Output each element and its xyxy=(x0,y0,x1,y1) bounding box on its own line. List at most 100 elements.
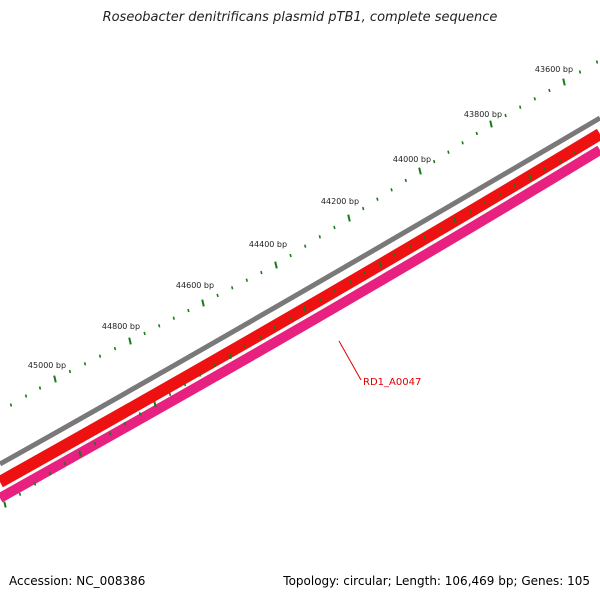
map-title: Roseobacter denitrificans plasmid pTB1, … xyxy=(102,10,498,25)
ruler-major-tick xyxy=(274,261,278,269)
inner-scale-tick xyxy=(198,373,202,377)
inner-scale-tick xyxy=(138,412,142,416)
ruler-minor-tick xyxy=(172,316,175,320)
ruler-minor-tick xyxy=(216,293,219,298)
inner-scale-tick xyxy=(483,201,487,205)
inner-scale-tick xyxy=(333,289,337,293)
ruler-major-tick xyxy=(53,375,57,383)
ruler-minor-tick xyxy=(158,324,161,328)
ruler-major-tick xyxy=(489,120,493,128)
ruler-minor-tick xyxy=(9,403,13,407)
inner-scale-tick xyxy=(168,392,172,397)
inner-scale-tick xyxy=(228,352,232,360)
genome-summary: Topology: circular; Length: 106,469 bp; … xyxy=(283,574,590,588)
ruler-minor-tick xyxy=(519,105,522,109)
inner-scale-tick xyxy=(363,271,367,275)
inner-scale-tick xyxy=(273,325,277,330)
ruler-minor-tick xyxy=(231,286,234,290)
inner-scale-tick xyxy=(573,150,577,155)
ruler-minor-tick xyxy=(38,386,42,390)
inner-scale-tick xyxy=(33,482,37,486)
inner-scale-tick xyxy=(63,461,67,466)
inner-scale-tick xyxy=(423,235,427,240)
inner-scale-tick xyxy=(543,167,547,171)
inner-scale-tick xyxy=(258,335,262,339)
inner-scale-tick xyxy=(453,216,457,224)
ruler-label: 44400 bp xyxy=(249,240,287,249)
ruler-minor-tick xyxy=(578,70,582,74)
inner-scale-tick xyxy=(78,450,82,457)
inner-scale-tick xyxy=(153,400,157,408)
inner-scale-tick xyxy=(18,492,22,496)
ruler-label: 44600 bp xyxy=(176,281,214,290)
ruler-minor-tick xyxy=(187,308,190,313)
inner-scale-tick xyxy=(303,306,307,313)
ruler-minor-tick xyxy=(447,150,450,154)
ruler-minor-tick xyxy=(24,394,28,398)
inner-scale-tick xyxy=(513,184,517,188)
ruler-major-tick xyxy=(201,299,205,307)
inner-scale-tick xyxy=(393,253,397,257)
ruler-minor-tick xyxy=(595,60,599,64)
inner-scale-tick xyxy=(498,192,502,196)
inner-scale-tick xyxy=(288,316,292,321)
ruler-minor-tick xyxy=(376,197,379,201)
ruler-minor-tick xyxy=(260,270,263,275)
inner-scale-tick xyxy=(108,431,112,436)
accession-label: Accession: NC_008386 xyxy=(9,574,146,588)
ruler-minor-tick xyxy=(433,159,436,164)
ruler-minor-tick xyxy=(404,178,407,183)
ruler-minor-tick xyxy=(245,278,248,282)
inner-scale-tick xyxy=(213,363,217,368)
ruler-minor-tick xyxy=(98,354,102,358)
ruler-minor-tick xyxy=(548,88,551,93)
outer-ruler-labels: 43600 bp 43800 bp 44000 bp 44200 bp 44400 bp… xyxy=(28,65,573,370)
inner-scale-tick xyxy=(528,174,532,181)
inner-scale-tick xyxy=(348,280,352,284)
inner-scale-tick xyxy=(558,159,562,163)
ruler-minor-tick xyxy=(475,131,478,136)
ruler-minor-tick xyxy=(461,141,464,145)
ruler-label: 43600 bp xyxy=(535,65,573,74)
inner-scale-tick xyxy=(93,441,97,446)
inner-scale-tick xyxy=(123,421,127,426)
inner-scale-tick xyxy=(3,501,7,508)
backbone-track xyxy=(0,115,600,467)
outer-ruler-ticks xyxy=(9,60,599,407)
inner-gc-ticks xyxy=(3,150,577,508)
ruler-label: 44000 bp xyxy=(393,155,431,164)
ruler-minor-tick xyxy=(333,225,336,230)
inner-scale-tick xyxy=(468,209,472,214)
inner-scale-tick xyxy=(378,260,382,268)
gene-callout-line xyxy=(338,340,362,381)
ruler-major-tick xyxy=(562,78,566,86)
ruler-minor-tick xyxy=(362,206,365,211)
inner-scale-tick xyxy=(318,298,322,302)
forward-cds-track[interactable] xyxy=(0,128,600,488)
inner-scale-tick xyxy=(183,382,187,387)
ruler-minor-tick xyxy=(143,331,146,336)
inner-scale-tick xyxy=(438,226,442,231)
reverse-cds-track[interactable] xyxy=(0,145,600,503)
ruler-major-tick xyxy=(418,167,422,175)
ruler-minor-tick xyxy=(504,113,507,118)
ruler-label: 45000 bp xyxy=(28,361,66,370)
gene-label-rd1-a0047[interactable]: RD1_A0047 xyxy=(363,377,421,388)
ruler-minor-tick xyxy=(83,362,87,366)
ruler-minor-tick xyxy=(289,253,292,258)
ruler-minor-tick xyxy=(390,188,393,192)
inner-scale-tick xyxy=(243,344,247,349)
ruler-major-tick xyxy=(128,337,132,345)
ruler-minor-tick xyxy=(68,369,72,374)
ruler-label: 44200 bp xyxy=(321,197,359,206)
ruler-label: 44800 bp xyxy=(102,322,140,331)
ruler-label: 43800 bp xyxy=(464,110,502,119)
ruler-minor-tick xyxy=(304,244,307,248)
inner-scale-tick xyxy=(48,472,52,476)
ruler-major-tick xyxy=(347,214,351,222)
ruler-minor-tick xyxy=(318,235,321,239)
inner-scale-tick xyxy=(408,244,412,248)
ruler-minor-tick xyxy=(113,346,117,351)
